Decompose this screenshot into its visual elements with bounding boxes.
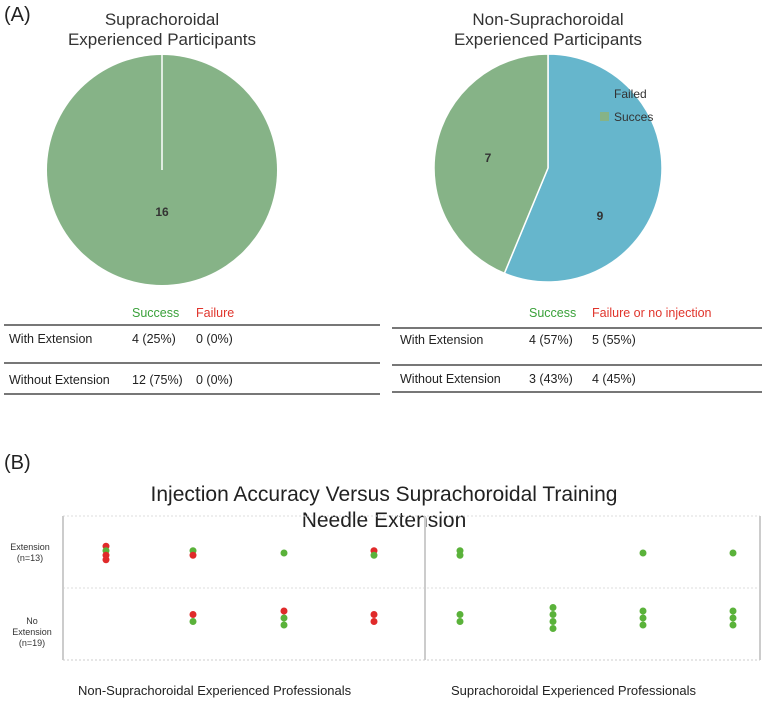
cell: 4 (45%) bbox=[592, 372, 636, 386]
pie1-title: Suprachoroidal Experienced Participants bbox=[12, 10, 312, 50]
dot-success bbox=[189, 618, 197, 625]
dot-success bbox=[639, 621, 647, 629]
cell: 12 (75%) bbox=[132, 373, 183, 387]
cell: 0 (0%) bbox=[196, 373, 233, 387]
cell: 0 (0%) bbox=[196, 332, 233, 346]
legend-swatch bbox=[600, 89, 609, 98]
pie-chart-suprachoroidal: 16 bbox=[47, 55, 277, 285]
col-header-failure: Failure bbox=[196, 306, 235, 320]
col-header-success: Success bbox=[132, 306, 180, 320]
dot-failure bbox=[370, 611, 378, 618]
dot-success bbox=[370, 551, 378, 559]
pie-slice-failed bbox=[503, 53, 663, 283]
cell: 4 (25%) bbox=[132, 332, 176, 346]
divider bbox=[392, 327, 762, 329]
legend-label: Failed bbox=[614, 87, 647, 101]
cell: 3 (43%) bbox=[529, 372, 573, 386]
dot-success bbox=[280, 621, 288, 629]
pie-data-label: 16 bbox=[155, 205, 169, 219]
dot-success bbox=[280, 614, 288, 622]
row-label-line: (n=13) bbox=[16, 553, 44, 563]
cell: 5 (55%) bbox=[592, 333, 636, 347]
dot-success bbox=[549, 625, 557, 632]
dots bbox=[102, 542, 737, 632]
dot-failure bbox=[189, 551, 197, 559]
pie1-title-line: Suprachoroidal bbox=[104, 10, 220, 29]
row-label: With Extension bbox=[9, 332, 93, 346]
pie1-title-line: Experienced Participants bbox=[67, 30, 257, 49]
row-label-line: Extension bbox=[10, 542, 50, 552]
dot-success bbox=[639, 549, 647, 557]
row-label: Without Extension bbox=[9, 373, 110, 387]
row-label-no-extension: No Extension (n=19) bbox=[2, 616, 62, 649]
dot-success bbox=[639, 607, 647, 615]
dot-success bbox=[456, 618, 464, 625]
table-non-suprachoroidal: Success Failure or no injection With Ext… bbox=[392, 306, 768, 401]
dot-success bbox=[729, 621, 737, 629]
pie2-title-line: Non-Suprachoroidal bbox=[472, 10, 624, 29]
row-label-extension: Extension (n=13) bbox=[0, 542, 60, 564]
group-label-suprachoroidal: Suprachoroidal Experienced Professionals bbox=[451, 683, 696, 698]
pie-slice-succes bbox=[433, 53, 549, 275]
row-label: With Extension bbox=[400, 333, 484, 347]
dot-plot bbox=[62, 515, 761, 661]
row-label-line: No bbox=[26, 616, 38, 626]
col-header-failure: Failure or no injection bbox=[592, 306, 712, 320]
divider bbox=[4, 324, 380, 326]
panel-b-label: (B) bbox=[4, 452, 31, 474]
dot-success bbox=[549, 604, 557, 611]
pie-data-label: 7 bbox=[485, 151, 492, 165]
dot-failure bbox=[280, 607, 288, 615]
legend-label: Succes bbox=[614, 110, 653, 124]
dot-success bbox=[729, 607, 737, 615]
divider bbox=[392, 391, 762, 393]
pie-legend: Failed Succes bbox=[600, 87, 653, 124]
col-header-success: Success bbox=[529, 306, 577, 320]
dot-failure bbox=[370, 618, 378, 625]
dot-failure bbox=[189, 611, 197, 618]
pie-data-label: 9 bbox=[597, 209, 604, 223]
dot-failure bbox=[102, 556, 110, 564]
dot-success bbox=[729, 549, 737, 557]
pie2-title: Non-Suprachoroidal Experienced Participa… bbox=[398, 10, 698, 50]
divider bbox=[4, 362, 380, 364]
dot-success bbox=[456, 551, 464, 559]
legend-swatch bbox=[600, 112, 609, 121]
pie-chart-non-suprachoroidal: 97 bbox=[433, 53, 663, 283]
dot-success bbox=[729, 614, 737, 622]
dot-success bbox=[280, 549, 288, 557]
cell: 4 (57%) bbox=[529, 333, 573, 347]
pie2-title-line: Experienced Participants bbox=[453, 30, 643, 49]
divider bbox=[392, 364, 762, 366]
panel-a-label: (A) bbox=[4, 4, 31, 26]
dot-success bbox=[639, 614, 647, 622]
table-suprachoroidal: Success Failure With Extension 4 (25%) 0… bbox=[4, 306, 384, 401]
row-label-line: (n=19) bbox=[18, 638, 46, 648]
dot-success bbox=[549, 611, 557, 618]
title-line: Injection Accuracy Versus Suprachoroidal… bbox=[150, 483, 618, 506]
row-label: Without Extension bbox=[400, 372, 501, 386]
group-label-non-suprachoroidal: Non-Suprachoroidal Experienced Professio… bbox=[78, 683, 352, 698]
row-label-line: Extension bbox=[12, 627, 52, 637]
dot-success bbox=[456, 611, 464, 618]
divider bbox=[4, 393, 380, 395]
dot-success bbox=[549, 618, 557, 625]
